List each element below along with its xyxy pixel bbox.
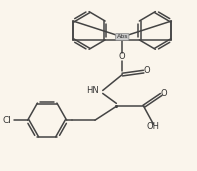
Text: OH: OH	[147, 122, 160, 131]
Text: O: O	[144, 67, 151, 75]
Text: Abs: Abs	[116, 34, 128, 39]
Text: Cl: Cl	[2, 116, 11, 125]
Text: O: O	[119, 52, 125, 61]
Text: HN: HN	[86, 86, 99, 95]
Text: O: O	[161, 89, 167, 98]
